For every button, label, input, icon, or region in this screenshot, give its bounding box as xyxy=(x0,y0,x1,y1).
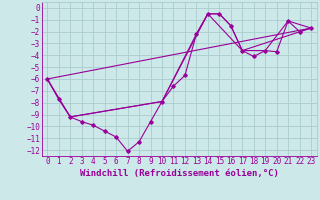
X-axis label: Windchill (Refroidissement éolien,°C): Windchill (Refroidissement éolien,°C) xyxy=(80,169,279,178)
